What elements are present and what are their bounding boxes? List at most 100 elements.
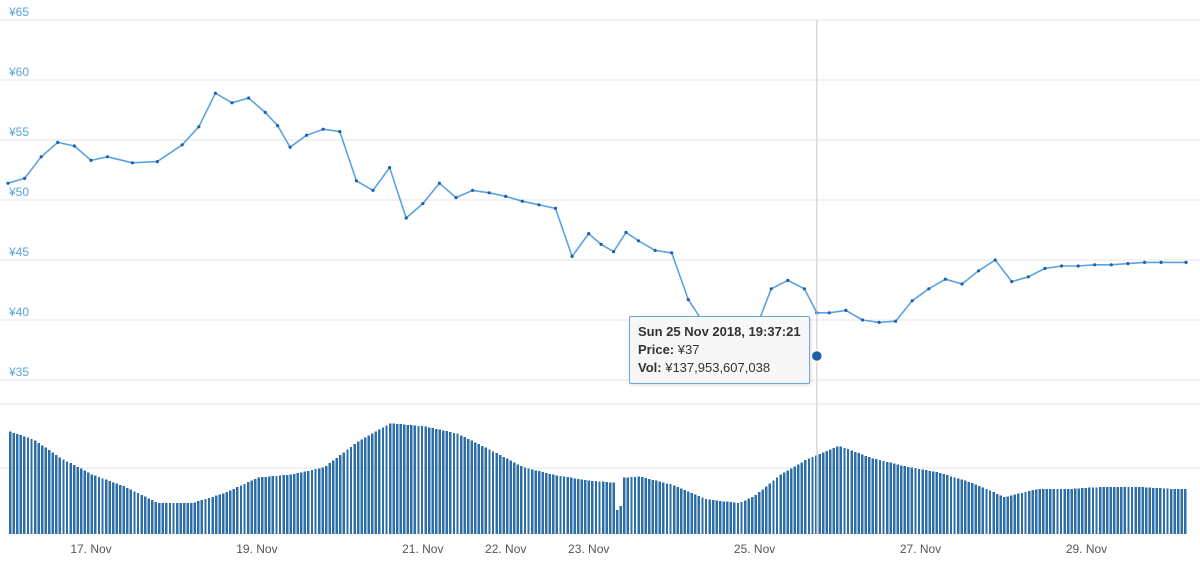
price-point xyxy=(844,308,848,312)
volume-bar xyxy=(1031,490,1034,534)
volume-bar xyxy=(1074,488,1077,534)
volume-bar xyxy=(506,458,509,534)
volume-bar xyxy=(960,479,963,534)
volume-bar xyxy=(417,425,420,534)
volume-bar xyxy=(541,472,544,534)
volume-bar xyxy=(1159,488,1162,534)
volume-bar xyxy=(431,428,434,534)
volume-bar xyxy=(750,496,754,534)
volume-bar xyxy=(811,457,814,534)
volume-bar xyxy=(545,472,548,534)
volume-bar xyxy=(143,496,147,534)
volume-bar xyxy=(1180,488,1183,534)
volume-bar xyxy=(939,473,942,534)
price-point xyxy=(388,166,392,170)
volume-bar xyxy=(1130,486,1134,534)
volume-bar xyxy=(445,431,449,534)
volume-bar xyxy=(300,472,303,534)
volume-bar xyxy=(981,487,985,534)
volume-bar xyxy=(832,447,835,534)
price-point xyxy=(338,130,342,134)
volume-bar xyxy=(321,467,324,534)
price-point xyxy=(927,287,931,291)
price-series xyxy=(6,91,1188,358)
price-point xyxy=(1093,263,1097,267)
volume-bar xyxy=(640,477,644,534)
volume-bar xyxy=(942,474,946,534)
price-point xyxy=(56,140,60,144)
price-tick-label: ¥65 xyxy=(8,5,29,19)
price-point xyxy=(587,232,591,236)
volume-bar xyxy=(676,486,679,534)
volume-bar xyxy=(690,492,693,534)
volume-bar xyxy=(126,487,129,534)
volume-bar xyxy=(33,440,37,534)
volume-bar xyxy=(172,503,175,534)
hover-marker xyxy=(810,349,824,363)
price-point xyxy=(504,194,508,198)
volume-bar xyxy=(1077,488,1080,534)
volume-bar xyxy=(87,472,90,534)
volume-bar xyxy=(342,452,346,534)
date-tick-label: 21. Nov xyxy=(402,542,443,556)
volume-bar xyxy=(946,475,949,534)
volume-bar xyxy=(758,492,761,534)
volume-bar xyxy=(580,479,583,534)
price-point xyxy=(802,287,807,291)
volume-bar xyxy=(388,423,392,534)
price-point xyxy=(487,191,491,195)
volume-bar xyxy=(147,498,150,534)
price-point xyxy=(354,179,358,183)
volume-bar xyxy=(917,468,921,534)
volume-bar xyxy=(1127,486,1130,534)
volume-bar xyxy=(655,480,658,534)
volume-bar xyxy=(296,473,299,534)
volume-bar xyxy=(477,444,480,534)
volume-bar xyxy=(1173,488,1176,534)
volume-bar xyxy=(555,475,559,534)
volume-bar xyxy=(949,476,953,534)
volume-bar xyxy=(974,484,977,534)
volume-bar xyxy=(1003,496,1006,534)
volume-bar xyxy=(427,427,431,534)
volume-bar xyxy=(1042,488,1045,534)
date-tick-label: 22. Nov xyxy=(485,542,526,556)
volume-bar xyxy=(19,435,23,534)
tooltip: Sun 25 Nov 2018, 19:37:21 Price: ¥37 Vol… xyxy=(629,316,810,384)
volume-bar xyxy=(619,505,622,534)
price-point xyxy=(1159,260,1163,264)
volume-bar xyxy=(821,452,825,534)
volume-bar xyxy=(349,446,353,534)
volume-bar xyxy=(715,500,718,534)
volume-bar xyxy=(115,483,118,534)
volume-bar xyxy=(587,480,591,534)
volume-bar xyxy=(591,480,594,534)
date-axis-labels: 17. Nov 19. Nov 21. Nov 22. Nov 23. Nov 25. N… xyxy=(70,542,1107,556)
volume-bar xyxy=(1162,488,1166,534)
price-point xyxy=(1076,264,1080,268)
volume-bar xyxy=(243,483,246,534)
volume-bar xyxy=(94,475,97,534)
volume-bar xyxy=(307,470,310,534)
volume-bar xyxy=(119,484,122,534)
volume-bar xyxy=(232,488,236,534)
volume-bar xyxy=(204,498,207,534)
price-point xyxy=(653,248,657,252)
volume-bar xyxy=(765,486,768,534)
volume-bar xyxy=(97,477,101,534)
volume-bar xyxy=(559,476,562,534)
volume-bar xyxy=(871,458,875,534)
volume-bar xyxy=(65,461,69,534)
price-point xyxy=(305,133,309,137)
volume-bar xyxy=(1081,488,1084,534)
price-point xyxy=(910,299,914,303)
volume-bar xyxy=(537,471,541,534)
volume-bar xyxy=(846,449,850,534)
volume-bar xyxy=(679,488,683,534)
volume-bar xyxy=(207,497,211,534)
volume-bar xyxy=(1095,487,1098,534)
volume-bar xyxy=(694,494,697,534)
volume-bar xyxy=(371,433,374,534)
volume-bar xyxy=(360,439,363,534)
volume-bar xyxy=(346,449,349,534)
